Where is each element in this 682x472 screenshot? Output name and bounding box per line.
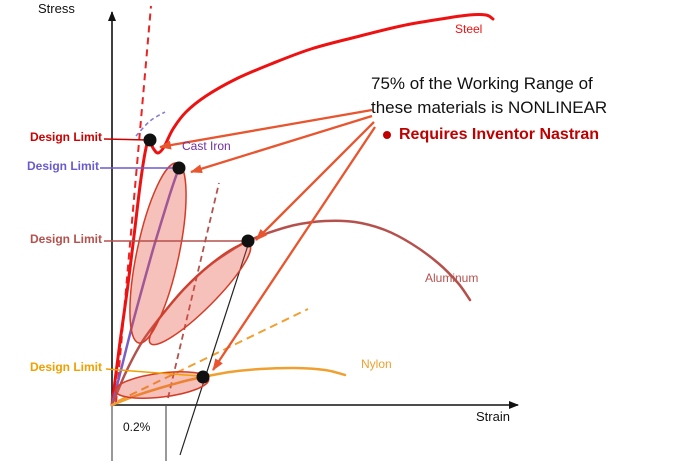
design-limit-dot-aluminum: [241, 234, 255, 248]
curve-steel: [110, 13, 495, 407]
callout-arrow-2: [255, 121, 375, 241]
callout-arrows: [159, 108, 376, 371]
design-limit-dot-cast-iron: [172, 161, 186, 175]
design-limit-dot-nylon: [196, 370, 210, 384]
annotation-block: 75% of the Working Range of these materi…: [371, 72, 661, 144]
design-limit-connectors: [100, 138, 244, 377]
nonlinear-highlight-ellipses: [114, 162, 252, 399]
design-limit-line-steel: [103, 138, 148, 141]
design-limit-dots: [143, 133, 255, 384]
bullet-icon: [383, 131, 391, 139]
annotation-bullet-text: Requires Inventor Nastran: [399, 126, 600, 143]
design-limit-dot-steel: [143, 133, 157, 147]
callout-arrow-1: [190, 114, 373, 174]
callout-arrow-0: [159, 108, 373, 150]
callout-arrow-3: [212, 126, 376, 371]
offset-construction-line: [179, 238, 251, 456]
curve-cast-iron: [110, 166, 181, 407]
curve-nylon: [110, 366, 347, 407]
design-limit-line-nylon: [105, 368, 200, 377]
axes: [108, 11, 519, 461]
aluminum-offset-dashed: [167, 182, 220, 399]
annotation-line-2: these materials is NONLINEAR: [371, 98, 608, 117]
annotation-line-1: 75% of the Working Range of: [371, 74, 593, 93]
annotation-bullet-row: Requires Inventor Nastran: [383, 126, 661, 144]
